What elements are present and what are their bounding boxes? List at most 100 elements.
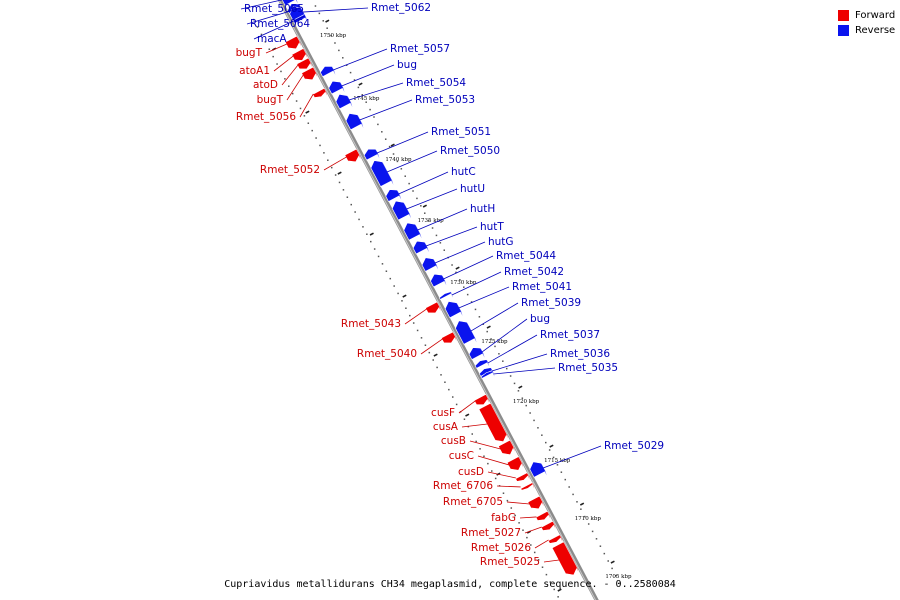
gene-label[interactable]: Rmet_5054 xyxy=(406,77,466,89)
minor-tick-right xyxy=(330,34,332,37)
gene-label[interactable]: bugT xyxy=(236,47,263,59)
gene-label[interactable]: Rmet_5056 xyxy=(236,111,296,123)
gene-arrow[interactable] xyxy=(385,189,401,202)
gene-label[interactable]: Rmet_6705 xyxy=(443,496,503,508)
gene-arrow[interactable] xyxy=(444,301,462,319)
gene-label[interactable]: bug xyxy=(530,313,550,325)
major-tick xyxy=(390,143,395,147)
gene-arrow-shade xyxy=(397,190,402,200)
gene-arrow-shade xyxy=(308,57,312,67)
major-tick xyxy=(358,82,363,86)
gene-arrow-shade xyxy=(527,472,530,480)
gene-label[interactable]: atoD xyxy=(253,79,278,91)
gene-arrow[interactable] xyxy=(520,482,534,491)
gene-label[interactable]: cusF xyxy=(431,407,455,419)
gene-label[interactable]: Rmet_5039 xyxy=(521,297,581,309)
gene-label[interactable]: Rmet_5044 xyxy=(496,250,556,262)
gene-label[interactable]: fabG xyxy=(491,512,516,524)
label-leader-line xyxy=(543,559,560,563)
gene-arrow-shade xyxy=(382,161,394,185)
minor-tick-right xyxy=(314,5,317,7)
gene-arrow[interactable] xyxy=(370,160,393,187)
gene-arrow[interactable] xyxy=(335,93,352,110)
gene-label[interactable]: Rmet_5053 xyxy=(415,94,475,106)
gene-arrow[interactable] xyxy=(345,113,363,131)
gene-label[interactable]: Rmet_5057 xyxy=(390,43,450,55)
gene-label[interactable]: cusA xyxy=(433,421,459,433)
gene-label[interactable]: hutU xyxy=(460,183,485,195)
gene-label[interactable]: bug xyxy=(397,59,417,71)
gene-arrow[interactable] xyxy=(455,320,476,345)
gene-arrow[interactable] xyxy=(527,495,543,510)
gene-arrow[interactable] xyxy=(301,66,317,81)
gene-arrow[interactable] xyxy=(480,370,494,379)
minor-tick-left xyxy=(412,322,415,324)
gene-label[interactable]: Rmet_5065 xyxy=(244,3,304,15)
gene-arrow[interactable] xyxy=(328,80,344,95)
gene-label[interactable]: Rmet_6706 xyxy=(433,480,493,492)
minor-tick-right xyxy=(431,227,434,229)
gene-label[interactable]: hutT xyxy=(480,221,504,233)
gene-arrow[interactable] xyxy=(421,257,438,272)
gene-label[interactable]: Rmet_5029 xyxy=(604,440,664,452)
gene-arrow[interactable] xyxy=(478,402,508,442)
gene-label[interactable]: Rmet_5043 xyxy=(341,318,401,330)
gene-label[interactable]: macA xyxy=(257,33,287,45)
gene-arrow[interactable] xyxy=(540,520,555,531)
gene-label[interactable]: atoA1 xyxy=(239,65,270,77)
gene-label[interactable]: cusD xyxy=(458,466,484,478)
gene-label[interactable]: hutG xyxy=(488,236,514,248)
gene-arrow[interactable] xyxy=(363,148,379,161)
gene-arrow[interactable] xyxy=(551,541,578,576)
gene-label[interactable]: Rmet_5050 xyxy=(440,145,500,157)
gene-label[interactable]: Rmet_5042 xyxy=(504,266,564,278)
minor-tick-right xyxy=(365,101,367,103)
minor-tick-left xyxy=(358,218,360,221)
gene-label[interactable]: Rmet_5040 xyxy=(357,348,417,360)
gene-label[interactable]: Rmet_5041 xyxy=(512,281,572,293)
gene-label[interactable]: Rmet_5025 xyxy=(480,556,540,568)
gene-arrow[interactable] xyxy=(412,240,429,255)
gene-label[interactable]: Rmet_5027 xyxy=(461,527,521,539)
gene-arrow[interactable] xyxy=(547,534,562,544)
major-tick xyxy=(579,502,585,506)
gene-label[interactable]: cusB xyxy=(441,435,466,447)
gene-label[interactable]: Rmet_5052 xyxy=(260,164,320,176)
gene-arrow[interactable] xyxy=(468,347,484,360)
gene-arrow[interactable] xyxy=(529,461,546,478)
gene-arrow[interactable] xyxy=(506,456,523,471)
gene-label[interactable]: Rmet_5037 xyxy=(540,329,600,341)
minor-tick-left xyxy=(377,255,380,258)
gene-arrow[interactable] xyxy=(312,87,327,98)
gene-label[interactable]: hutC xyxy=(451,166,476,178)
gene-label[interactable]: Rmet_5026 xyxy=(471,542,531,554)
gene-label[interactable]: Rmet_5062 xyxy=(371,2,431,14)
gene-arrow[interactable] xyxy=(291,48,307,61)
gene-arrow[interactable] xyxy=(515,472,529,482)
gene-arrow[interactable] xyxy=(535,510,550,521)
gene-arrow[interactable] xyxy=(473,393,489,406)
gene-arrow[interactable] xyxy=(430,273,446,288)
gene-arrow[interactable] xyxy=(344,148,360,163)
gene-label[interactable]: bugT xyxy=(257,94,284,106)
gene-arrow[interactable] xyxy=(284,35,301,50)
gene-arrow[interactable] xyxy=(320,65,335,78)
gene-arrow[interactable] xyxy=(438,291,453,300)
gene-label[interactable]: Rmet_5036 xyxy=(550,348,610,360)
gene-label[interactable]: Rmet_5051 xyxy=(431,126,491,138)
gene-label[interactable]: hutH xyxy=(470,203,495,215)
gene-label[interactable]: Rmet_5064 xyxy=(250,18,310,30)
minor-tick-left xyxy=(381,263,384,265)
minor-tick-left xyxy=(323,152,325,154)
label-leader-line xyxy=(534,539,549,549)
gene-arrow[interactable] xyxy=(498,439,515,456)
gene-arrow[interactable] xyxy=(425,301,440,314)
minor-tick-right xyxy=(564,478,567,481)
gene-arrow[interactable] xyxy=(296,57,312,70)
gene-arrow[interactable] xyxy=(474,359,489,369)
gene-label[interactable]: cusC xyxy=(449,450,474,462)
gene-arrow[interactable] xyxy=(440,331,456,344)
gene-label[interactable]: Rmet_5035 xyxy=(558,362,618,374)
label-leader-line xyxy=(451,271,502,296)
